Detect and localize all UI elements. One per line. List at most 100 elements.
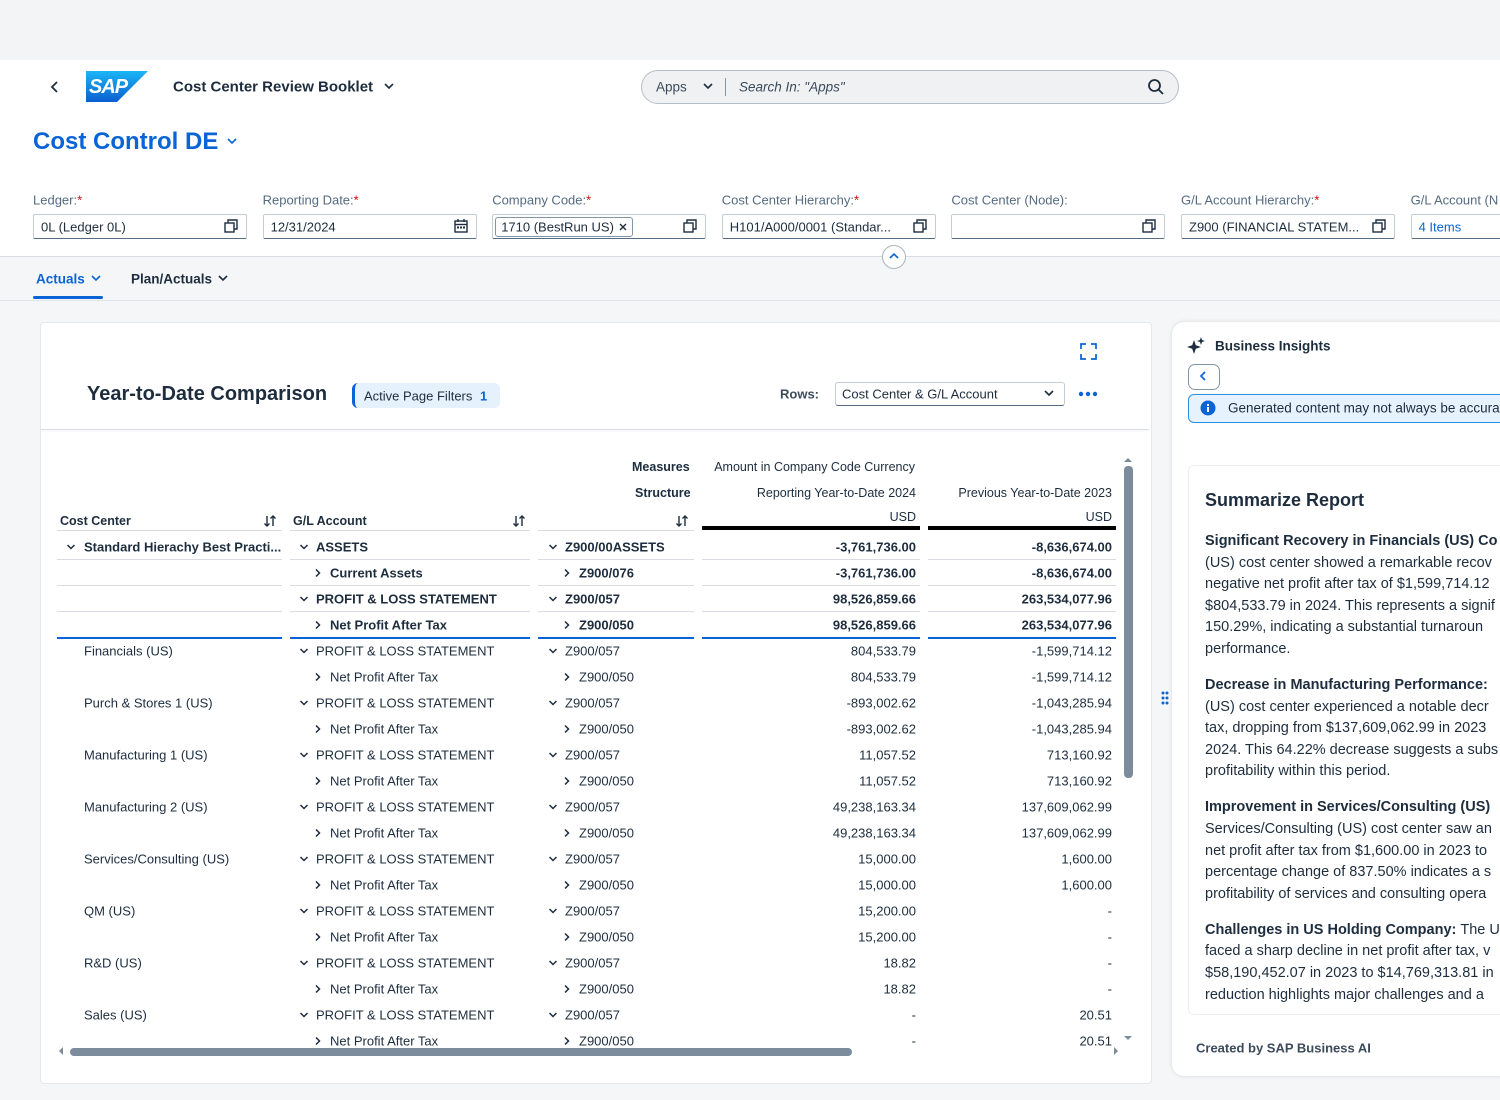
value-help-icon[interactable]: [1372, 219, 1386, 233]
gl-account[interactable]: Net Profit After Tax: [330, 721, 439, 737]
date-picker-icon[interactable]: [453, 219, 468, 233]
structure-node[interactable]: Z900/057: [565, 851, 620, 867]
chevron-down[interactable]: [548, 646, 558, 656]
structure-node[interactable]: Z900/050: [579, 981, 634, 997]
chevron-right[interactable]: [313, 1036, 323, 1046]
tab[interactable]: Plan/Actuals: [131, 271, 213, 287]
filter-input[interactable]: [262, 214, 477, 239]
cost-center[interactable]: QM (US): [84, 903, 136, 919]
structure-node[interactable]: Z900/050: [579, 825, 634, 841]
chevron-right[interactable]: [313, 620, 323, 630]
chevron-down[interactable]: [299, 646, 309, 656]
value-help-icon[interactable]: [224, 219, 238, 233]
structure-node[interactable]: Z900/050: [579, 721, 634, 737]
structure-node[interactable]: Z900/076: [579, 565, 634, 581]
sort-icon[interactable]: [675, 514, 689, 528]
rows-select[interactable]: [835, 382, 1065, 406]
chevron-down[interactable]: [548, 802, 558, 812]
structure-node[interactable]: Z900/057: [565, 955, 620, 971]
structure-node[interactable]: Z900/050: [579, 929, 634, 945]
overflow-menu[interactable]: [1078, 389, 1098, 399]
page-title-chevron[interactable]: [226, 137, 238, 147]
cost-center[interactable]: Sales (US): [84, 1007, 147, 1023]
gl-account[interactable]: Net Profit After Tax: [330, 981, 439, 997]
chevron-down[interactable]: [299, 854, 309, 864]
chevron-right[interactable]: [562, 880, 572, 890]
cost-center[interactable]: R&D (US): [84, 955, 142, 971]
sort-icon[interactable]: [263, 514, 277, 528]
gl-account[interactable]: Net Profit After Tax: [330, 825, 439, 841]
structure-node[interactable]: Z900/057: [565, 799, 620, 815]
page-title[interactable]: Cost Control DE: [33, 128, 219, 155]
gl-account[interactable]: Net Profit After Tax: [330, 877, 439, 893]
chevron-right[interactable]: [562, 672, 572, 682]
column-header[interactable]: Cost Center: [60, 513, 131, 528]
filter-input[interactable]: [1410, 214, 1500, 239]
chevron-right[interactable]: [313, 672, 323, 682]
gl-account[interactable]: PROFIT & LOSS STATEMENT: [316, 799, 495, 815]
value-help-icon[interactable]: [683, 219, 697, 233]
filter-chip-label[interactable]: Active Page Filters: [364, 388, 473, 404]
search-scope[interactable]: Apps: [656, 79, 687, 95]
cost-center[interactable]: Services/Consulting (US): [84, 851, 230, 867]
insights-back-button[interactable]: [1188, 364, 1220, 390]
gl-account[interactable]: PROFIT & LOSS STATEMENT: [316, 903, 495, 919]
back-button[interactable]: [48, 80, 62, 94]
filter-input[interactable]: [1181, 214, 1395, 239]
value-help-icon[interactable]: [1142, 219, 1157, 233]
structure-node[interactable]: Z900/057: [565, 695, 620, 711]
chevron-right[interactable]: [313, 568, 323, 578]
gl-account[interactable]: Net Profit After Tax: [330, 929, 439, 945]
search-field[interactable]: [641, 70, 1179, 104]
chevron-right[interactable]: [313, 932, 323, 942]
gl-account[interactable]: ASSETS: [316, 539, 369, 555]
collapse-header-button[interactable]: [882, 245, 906, 269]
gl-account[interactable]: PROFIT & LOSS STATEMENT: [316, 695, 495, 711]
filter-value[interactable]: H101/A000/0001 (Standar...: [729, 219, 891, 235]
cost-center[interactable]: Purch & Stores 1 (US): [84, 695, 213, 711]
chevron-right[interactable]: [562, 1036, 572, 1046]
structure-node[interactable]: Z900/057: [565, 903, 620, 919]
gl-account[interactable]: PROFIT & LOSS STATEMENT: [316, 851, 495, 867]
chevron-down[interactable]: [548, 854, 558, 864]
structure-node[interactable]: Z900/050: [579, 877, 634, 893]
chevron-right[interactable]: [562, 724, 572, 734]
token-remove[interactable]: [618, 222, 628, 232]
filter-chip-count[interactable]: 1: [480, 388, 488, 404]
search-placeholder[interactable]: Search In: "Apps": [739, 79, 845, 95]
vertical-scrollbar[interactable]: [1124, 466, 1133, 778]
structure-node[interactable]: Z900/050: [579, 773, 634, 789]
cost-center[interactable]: Manufacturing 1 (US): [84, 747, 208, 763]
search-scope-chevron[interactable]: [702, 82, 714, 92]
collapse-icon[interactable]: [888, 251, 900, 261]
rows-value[interactable]: Cost Center & G/L Account: [842, 386, 998, 402]
chevron-down[interactable]: [66, 542, 76, 552]
filter-value[interactable]: 0L (Ledger 0L): [41, 219, 126, 235]
structure-node[interactable]: Z900/050: [579, 1033, 634, 1048]
structure-node[interactable]: Z900/057: [565, 591, 620, 607]
tab-chevron[interactable]: [217, 274, 229, 284]
chevron-down[interactable]: [548, 542, 558, 552]
scroll-up[interactable]: [1123, 456, 1133, 464]
chevron-down[interactable]: [299, 1010, 309, 1020]
filter-chip[interactable]: [352, 383, 500, 408]
cost-center[interactable]: Financials (US): [84, 643, 173, 659]
splitter-handle[interactable]: [1160, 690, 1170, 710]
scroll-down[interactable]: [1123, 1034, 1133, 1042]
scroll-right[interactable]: [1112, 1046, 1120, 1056]
chevron-down[interactable]: [548, 958, 558, 968]
chevron-right[interactable]: [562, 984, 572, 994]
structure-node[interactable]: Z900/057: [565, 643, 620, 659]
insights-back-icon[interactable]: [1197, 370, 1209, 382]
filter-value[interactable]: 12/31/2024: [270, 219, 336, 235]
chevron-down[interactable]: [299, 698, 309, 708]
gl-account[interactable]: PROFIT & LOSS STATEMENT: [316, 747, 495, 763]
chevron-down[interactable]: [299, 802, 309, 812]
value-help-icon[interactable]: [913, 219, 927, 233]
chevron-down[interactable]: [548, 906, 558, 916]
chevron-right[interactable]: [313, 724, 323, 734]
filter-token-text[interactable]: 1710 (BestRun US): [501, 219, 614, 235]
sort-icon[interactable]: [512, 514, 526, 528]
filter-input[interactable]: [951, 214, 1166, 239]
gl-account[interactable]: Net Profit After Tax: [330, 669, 439, 685]
